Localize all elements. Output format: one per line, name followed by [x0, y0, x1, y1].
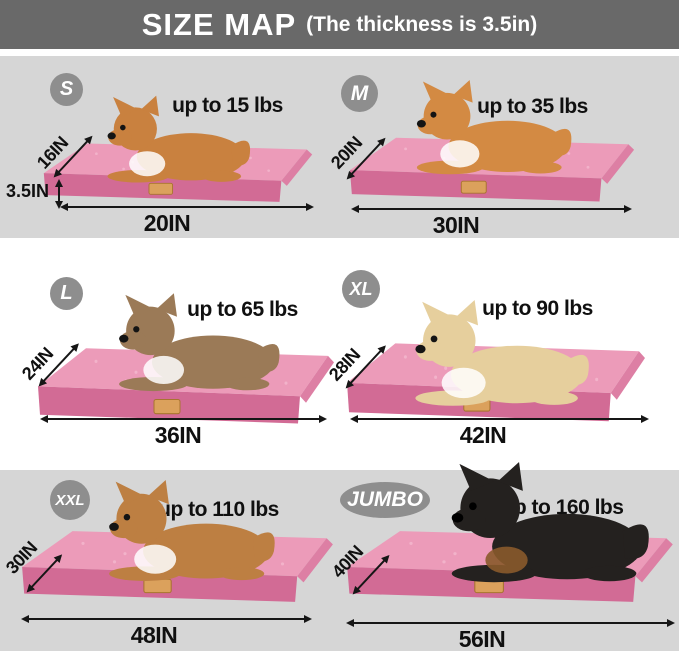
width-dimension-arrow [346, 619, 675, 627]
width-dimension-label: 20IN [143, 210, 191, 236]
width-dimension-label: 36IN [154, 422, 202, 448]
brand-tag [153, 398, 181, 415]
bed-side-face [281, 149, 313, 186]
size-badge-m: M [341, 75, 378, 112]
dog-tail [231, 140, 251, 166]
width-dimension-arrow [351, 205, 632, 213]
dog-chest-patch [143, 355, 185, 385]
bed-side-face [300, 355, 334, 403]
dog-photo-doberman [451, 462, 649, 583]
brand-tag [148, 182, 174, 195]
thickness-note: (The thickness is 3.5in) [306, 12, 538, 36]
weight-label: up to 65 lbs [187, 298, 298, 321]
dog-eye [120, 124, 126, 131]
dog-chest-patch [129, 151, 166, 177]
width-dimension-arrow [21, 615, 312, 623]
size-badge-jumbo: JUMBO [340, 482, 430, 518]
dog-nose [451, 512, 464, 523]
dog-photo-shiba-inu [416, 80, 572, 175]
size-panel-xxl: XXL up to 110 lbs [0, 470, 339, 651]
weight-label: up to 15 lbs [172, 94, 283, 117]
dog-chest-patch [440, 140, 480, 168]
dog-eye [123, 513, 131, 521]
width-dimension-arrow [350, 415, 649, 423]
dog-nose [119, 334, 129, 343]
width-dimension-arrow [60, 203, 314, 211]
width-dimension-label: 42IN [459, 422, 507, 448]
dog-chest-patch [485, 546, 528, 574]
thickness-arrow [55, 179, 63, 209]
weight-label: up to 35 lbs [477, 95, 588, 118]
width-dimension-label: 30IN [432, 212, 480, 238]
thickness-label: 3.5IN [6, 181, 50, 201]
weight-label: up to 160 lbs [501, 496, 624, 519]
dog-eye [430, 111, 437, 118]
size-badge-l: L [50, 277, 83, 310]
width-dimension-label: 48IN [130, 622, 178, 648]
brand-tag [460, 180, 487, 194]
dog-nose [107, 132, 116, 140]
weight-label: up to 110 lbs [158, 498, 279, 521]
size-badge-xxl: XXL [50, 480, 90, 520]
weight-label: up to 90 lbs [482, 297, 593, 320]
size-panel-s: S up to 15 lbs [0, 56, 339, 238]
page-title: SIZE MAP [141, 6, 297, 42]
width-dimension-label: 56IN [458, 626, 506, 651]
title-bar: SIZE MAP (The thickness is 3.5in) [0, 0, 679, 49]
dog-eye [430, 335, 438, 343]
size-badge-s: S [50, 73, 83, 106]
width-dimension-arrow [40, 415, 327, 423]
dog-eye [469, 502, 477, 511]
dog-photo-golden-retriever [415, 300, 589, 406]
size-badge-xl: XL [342, 270, 380, 308]
dog-nose [416, 119, 426, 128]
dog-photo-husky-malamute [109, 480, 275, 581]
dog-nose [109, 522, 119, 531]
size-panel-jumbo: JUMBO up to 160 lbs [328, 462, 679, 651]
bed-side-face [610, 351, 645, 400]
bed-side-face [601, 144, 635, 184]
bed-side-face [297, 538, 333, 583]
dog-chest-patch [134, 544, 177, 574]
dog-nose [415, 344, 426, 354]
dog-photo-corgi [107, 95, 251, 183]
dog-eye [133, 326, 140, 333]
size-panel-m: M up to 35 lbs [327, 56, 679, 238]
dog-photo-australian-shepherd [119, 293, 280, 392]
size-panel-l: L up to 65 lbs [0, 238, 339, 470]
size-panel-xl: XL up to 90 lbs [325, 238, 679, 470]
bed-side-face [635, 538, 673, 583]
title-gap [0, 49, 679, 56]
dog-chest-patch [441, 367, 486, 399]
